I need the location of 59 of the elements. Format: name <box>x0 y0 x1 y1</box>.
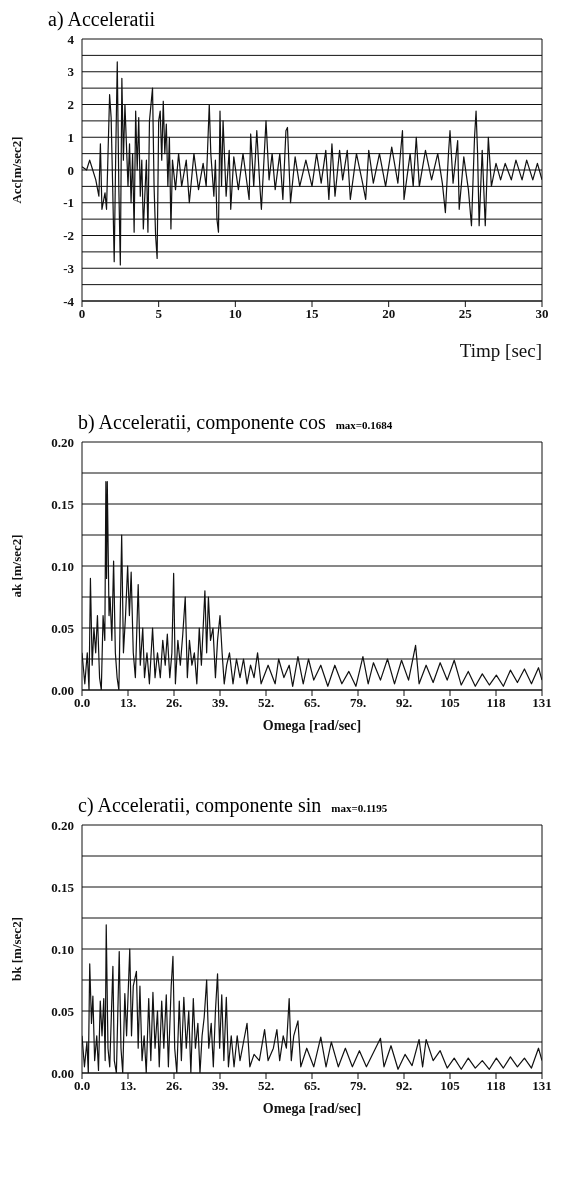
x-tick-label: 26. <box>165 1078 183 1094</box>
y-tick-label: 0.15 <box>51 879 75 895</box>
x-tick-label: 13. <box>119 1078 137 1094</box>
x-tick-label: 131 <box>532 695 552 711</box>
y-tick-label: -4 <box>63 293 75 309</box>
y-tick-label: 0.00 <box>51 682 74 698</box>
x-axis-title: Omega [rad/sec] <box>262 1101 362 1116</box>
x-tick-label: 0.0 <box>73 1078 91 1094</box>
x-tick-label: 92. <box>395 1078 413 1094</box>
x-tick-label: 25 <box>458 306 473 322</box>
y-tick-label: 0.20 <box>51 817 74 833</box>
chart-title: c) Acceleratii, componente sin <box>78 794 322 817</box>
text: max=0.1684 <box>335 419 393 431</box>
x-tick-label: 13. <box>119 695 137 711</box>
x-tick-label: 79. <box>349 695 367 711</box>
x-tick-label: 105 <box>440 1078 461 1094</box>
chart-title: b) Acceleratii, componente cos <box>78 411 326 434</box>
x-tick-label: 15 <box>305 306 319 322</box>
x-tick-label: 118 <box>486 1078 506 1094</box>
y-axis-title: Acc[m/sec2] <box>8 136 24 204</box>
y-tick-label: 0.05 <box>51 620 75 636</box>
y-tick-label: 0.15 <box>51 496 75 512</box>
x-tick-label: 39. <box>211 1078 229 1094</box>
y-tick-label: 0.20 <box>51 434 74 450</box>
y-tick-label: 0 <box>67 162 74 178</box>
chart-title: a) Acceleratii <box>48 8 156 31</box>
x-tick-label: 5 <box>155 306 163 322</box>
y-tick-label: 1 <box>67 129 74 145</box>
x-tick-label: 52. <box>257 695 275 711</box>
x-tick-label: 65. <box>303 695 321 711</box>
y-tick-label: 0.05 <box>51 1003 75 1019</box>
x-axis-title: Omega [rad/sec] <box>262 718 362 733</box>
y-tick-label: 4 <box>67 31 75 47</box>
y-tick-label: 0.00 <box>51 1065 74 1081</box>
x-tick-label: 0 <box>78 306 86 322</box>
x-tick-label: 131 <box>532 1078 552 1094</box>
x-tick-label: 65. <box>303 1078 321 1094</box>
x-tick-label: 30 <box>535 306 549 322</box>
x-tick-label: 105 <box>440 695 461 711</box>
y-tick-label: -3 <box>63 260 75 276</box>
y-tick-label: 0.10 <box>51 941 74 957</box>
y-tick-label: 2 <box>67 97 74 113</box>
x-axis-title: Timp [sec] <box>459 340 542 361</box>
x-tick-label: 10 <box>228 306 242 322</box>
y-tick-label: -2 <box>63 228 74 244</box>
x-tick-label: 20 <box>382 306 396 322</box>
x-tick-label: 0.0 <box>73 695 91 711</box>
x-tick-label: 79. <box>349 1078 367 1094</box>
y-tick-label: -1 <box>63 195 74 211</box>
x-tick-label: 92. <box>395 695 413 711</box>
y-axis-title: bk [m/sec2] <box>8 917 24 981</box>
x-tick-label: 26. <box>165 695 183 711</box>
x-tick-label: 118 <box>486 695 506 711</box>
y-tick-label: 0.10 <box>51 558 74 574</box>
y-tick-label: 3 <box>67 64 75 80</box>
y-axis-title: ak [m/sec2] <box>8 534 24 598</box>
text: max=0.1195 <box>331 802 388 814</box>
x-tick-label: 39. <box>211 695 229 711</box>
x-tick-label: 52. <box>257 1078 275 1094</box>
